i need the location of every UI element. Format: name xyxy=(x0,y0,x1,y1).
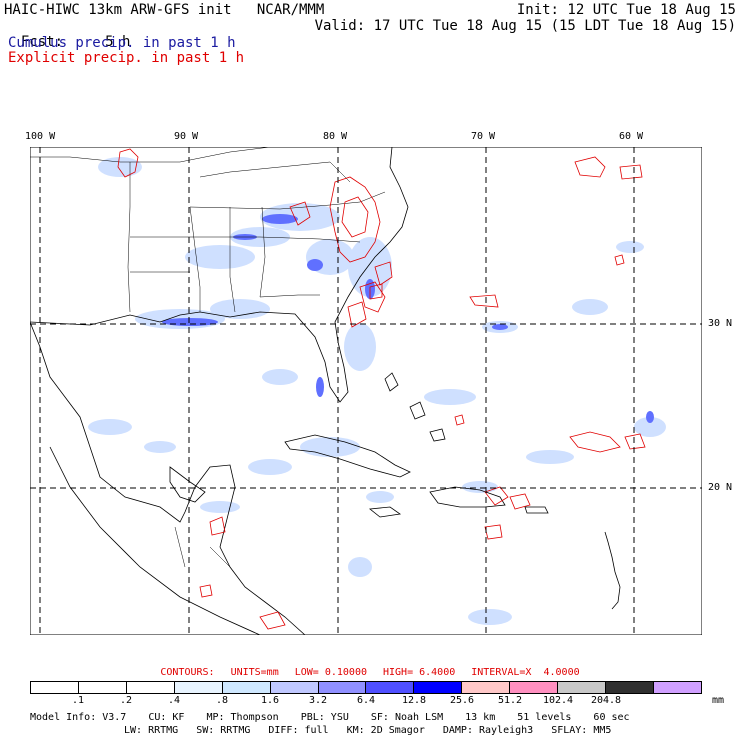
lon-label-90w: 90 W xyxy=(174,131,199,142)
contours-units: UNITS=mm xyxy=(230,667,279,678)
model-info-item: 13 km xyxy=(465,712,496,723)
model-info-line2: LW: RRTMG SW: RRTMG DIFF: full KM: 2D Smago… xyxy=(124,725,629,736)
colorbar-tick-label: 51.2 xyxy=(497,695,523,706)
colorbar-cell xyxy=(222,682,271,693)
colorbar-cell xyxy=(270,682,319,693)
model-info-item: DIFF: full xyxy=(268,725,329,736)
lon-label-70w: 70 W xyxy=(471,131,496,142)
map-border xyxy=(30,147,702,635)
model-info-item: SF: Noah LSM xyxy=(370,712,444,723)
coastlines xyxy=(30,147,621,635)
colorbar-units: mm xyxy=(712,695,725,706)
political-borders xyxy=(30,147,386,568)
model-info-item: LW: RRTMG xyxy=(124,725,179,736)
explicit-legend: Explicit precip. in past 1 h xyxy=(8,50,245,66)
model-info-item: 60 sec xyxy=(593,712,630,723)
colorbar-cell xyxy=(510,682,559,693)
colorbar-cell xyxy=(653,682,701,693)
model-info-item: Model Info: V3.7 xyxy=(30,712,127,723)
colorbar-cell xyxy=(606,682,654,693)
model-info-item: CU: KF xyxy=(148,712,185,723)
colorbar-tick-label: 6.4 xyxy=(356,695,376,706)
lon-label-80w: 80 W xyxy=(323,131,348,142)
contours-interval: INTERVAL=X 4.0000 xyxy=(471,667,580,678)
contours-low: LOW= 0.10000 xyxy=(294,667,367,678)
colorbar-tick-label: .4 xyxy=(167,695,181,706)
model-info-item: PBL: YSU xyxy=(300,712,349,723)
lon-label-100w: 100 W xyxy=(25,131,56,142)
contours-high: HIGH= 6.4000 xyxy=(382,667,456,678)
colorbar-tick-label: 3.2 xyxy=(308,695,328,706)
colorbar-cell xyxy=(78,682,127,693)
model-info-item: 51 levels xyxy=(517,712,572,723)
model-info-item: SW: RRTMG xyxy=(196,725,251,736)
colorbar-tick-label: 102.4 xyxy=(542,695,574,706)
colorbar-tick-label: .8 xyxy=(215,695,229,706)
colorbar-cell xyxy=(366,682,415,693)
cumulus-legend: Cumulus precip. in past 1 h xyxy=(8,35,236,51)
init-time: Init: 12 UTC Tue 18 Aug 15 xyxy=(516,2,736,18)
model-info-item: MP: Thompson xyxy=(206,712,279,723)
lat-label-20n: 20 N xyxy=(708,482,733,493)
contours-title: CONTOURS: xyxy=(160,667,215,678)
graticule xyxy=(30,147,702,635)
colorbar-tick-label: .2 xyxy=(119,695,133,706)
colorbar-cell xyxy=(414,682,463,693)
contours-info: CONTOURS: UNITS=mm LOW= 0.10000 HIGH= 6.400… xyxy=(0,667,740,678)
fcst-value: 5 h xyxy=(105,34,131,50)
model-info-item: KM: 2D Smagor xyxy=(346,725,425,736)
map-title: HAIC-HIWC 13km ARW-GFS init NCAR/MMM xyxy=(4,2,325,18)
colorbar-cell xyxy=(462,682,511,693)
colorbar-cell xyxy=(126,682,175,693)
colorbar-cell xyxy=(31,682,79,693)
colorbar-tick-label: .1 xyxy=(71,695,85,706)
colorbar-cell xyxy=(174,682,223,693)
forecast-hour: Fcst: 5 h xyxy=(4,18,131,50)
colorbar-tick-label: 12.8 xyxy=(401,695,427,706)
precip-map xyxy=(30,147,702,635)
explicit-precip-contours xyxy=(117,148,646,630)
colorbar-tick-label: 204.8 xyxy=(590,695,622,706)
lat-label-30n: 30 N xyxy=(708,318,733,329)
model-info-line1: Model Info: V3.7 CU: KF MP: Thompson PBL: Y… xyxy=(30,712,652,723)
colorbar-tick-label: 1.6 xyxy=(260,695,280,706)
colorbar-cell xyxy=(558,682,607,693)
model-info-item: SFLAY: MM5 xyxy=(551,725,612,736)
valid-time: Valid: 17 UTC Tue 18 Aug 15 (15 LDT Tue … xyxy=(314,18,736,34)
lon-label-60w: 60 W xyxy=(619,131,644,142)
colorbar-tick-label: 25.6 xyxy=(449,695,475,706)
fcst-label: Fcst: xyxy=(20,34,64,50)
model-info-item: DAMP: Rayleigh3 xyxy=(442,725,534,736)
colorbar-cell xyxy=(318,682,367,693)
colorbar xyxy=(30,681,702,694)
